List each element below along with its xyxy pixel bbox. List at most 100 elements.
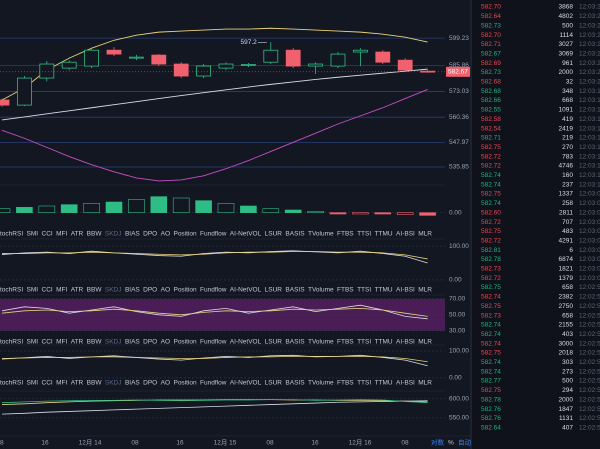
indicator-tab[interactable]: LSUR: [265, 380, 283, 387]
indicator-tab[interactable]: FTBS: [337, 287, 354, 294]
indicator-tab[interactable]: FTBS: [337, 380, 354, 387]
indicator-tab[interactable]: SKDJ: [105, 231, 122, 238]
indicator-tab[interactable]: MFI: [56, 380, 67, 387]
indicator-tab[interactable]: AO: [161, 231, 170, 238]
indicator-tab[interactable]: MLR: [418, 339, 432, 346]
indicator-tab[interactable]: MFI: [56, 339, 67, 346]
candle-body: [330, 53, 346, 67]
indicator-tab[interactable]: BIAS: [125, 380, 140, 387]
indicator-tab[interactable]: FTBS: [337, 339, 354, 346]
indicator-tab[interactable]: BIAS: [125, 287, 140, 294]
indicator-tab[interactable]: tochRSI: [0, 231, 23, 238]
indicator-tab[interactable]: Position: [173, 380, 197, 387]
axis-option[interactable]: 自动: [458, 438, 472, 447]
indicator-tab[interactable]: LSUR: [265, 339, 283, 346]
indicator-tab[interactable]: tochRSI: [0, 287, 23, 294]
indicator-tab[interactable]: BASIS: [285, 287, 305, 294]
indicator-tab[interactable]: BBW: [87, 339, 103, 346]
indicator-tab[interactable]: SKDJ: [105, 380, 122, 387]
indicator-tab[interactable]: tochRSI: [0, 339, 23, 346]
indicator-tab[interactable]: TTMU: [375, 380, 393, 387]
indicator-tab[interactable]: TTMU: [375, 287, 393, 294]
indicator-tab[interactable]: LSUR: [265, 287, 283, 294]
indicator-tab[interactable]: FTBS: [337, 231, 354, 238]
indicator-tab[interactable]: LSUR: [265, 231, 283, 238]
indicator-tab[interactable]: BASIS: [285, 339, 305, 346]
indicator-tab[interactable]: Position: [173, 339, 197, 346]
indicator-tab[interactable]: TTSI: [357, 287, 371, 294]
indicator-tab[interactable]: Fundflow: [200, 380, 227, 387]
indicator-tab[interactable]: SKDJ: [105, 339, 122, 346]
trade-price: 582.66: [481, 97, 501, 104]
indicator-tab[interactable]: TVolume: [308, 339, 334, 346]
indicator-tab[interactable]: ATR: [71, 339, 84, 346]
indicator-tab[interactable]: AI-BSI: [396, 231, 415, 238]
candle-body: [375, 51, 391, 63]
indicator-tab[interactable]: SMI: [27, 339, 39, 346]
trade-price: 582.67: [481, 50, 501, 57]
indicator-tab[interactable]: BBW: [87, 380, 103, 387]
axis-option[interactable]: 对数: [431, 438, 445, 447]
indicator-tab[interactable]: CCI: [42, 231, 53, 238]
indicator-tab[interactable]: TTMU: [375, 339, 393, 346]
indicator-tab[interactable]: TVolume: [308, 231, 334, 238]
indicator-tab[interactable]: MLR: [418, 231, 432, 238]
indicator-tab[interactable]: Fundflow: [200, 287, 227, 294]
indicator-tab[interactable]: Fundflow: [200, 231, 227, 238]
indicator-tab[interactable]: CCI: [42, 287, 53, 294]
indicator-tab[interactable]: BIAS: [125, 231, 140, 238]
indicator-tab[interactable]: SKDJ: [105, 287, 122, 294]
indicator-tab[interactable]: MLR: [418, 380, 432, 387]
indicator-tab[interactable]: MLR: [418, 287, 432, 294]
indicator-tab[interactable]: CCI: [42, 339, 53, 346]
indicator-tab[interactable]: Position: [173, 287, 197, 294]
indicator-tab[interactable]: BBW: [87, 287, 103, 294]
indicator-tab[interactable]: ATR: [71, 287, 84, 294]
trade-size: 348: [562, 88, 573, 95]
indicator-tab[interactable]: ATR: [71, 231, 84, 238]
indicator-tab[interactable]: TVolume: [308, 380, 334, 387]
indicator-tab[interactable]: DPO: [143, 287, 157, 294]
axis-option[interactable]: %: [448, 440, 454, 447]
indicator-tab[interactable]: tochRSI: [0, 380, 23, 387]
trade-size: 407: [562, 424, 573, 431]
indicator-tab[interactable]: TVolume: [308, 287, 334, 294]
indicator-tab[interactable]: TTSI: [357, 231, 371, 238]
indicator-tab[interactable]: MFI: [56, 287, 67, 294]
indicator-tab[interactable]: AO: [161, 339, 170, 346]
indicator-tab[interactable]: AI-NetVOL: [230, 380, 262, 387]
indicator-tab[interactable]: MFI: [56, 231, 67, 238]
indicator-tab[interactable]: BASIS: [285, 380, 305, 387]
indicator-tab[interactable]: AI-BSI: [396, 287, 415, 294]
trade-time: 12:02:5: [579, 396, 600, 403]
indicator-tab[interactable]: AO: [161, 287, 170, 294]
indicator-tab[interactable]: DPO: [143, 339, 157, 346]
indicator-tab[interactable]: BIAS: [125, 339, 140, 346]
trade-size: 294: [562, 387, 573, 394]
trade-size: 2000: [559, 69, 574, 76]
indicator-tab[interactable]: SMI: [27, 231, 39, 238]
indicator-tab[interactable]: AI-BSI: [396, 380, 415, 387]
indicator-tab[interactable]: CCI: [42, 380, 53, 387]
indicator-tab[interactable]: Position: [173, 231, 197, 238]
indicator-tab[interactable]: AI-NetVOL: [230, 231, 262, 238]
trade-size: 2000: [559, 396, 574, 403]
trade-price: 582.68: [481, 79, 501, 86]
indicator-tab[interactable]: AO: [161, 380, 170, 387]
indicator-tab[interactable]: TTSI: [357, 380, 371, 387]
indicator-tab[interactable]: Fundflow: [200, 339, 227, 346]
indicator-tab[interactable]: AI-NetVOL: [230, 339, 262, 346]
indicator-tab[interactable]: SMI: [27, 380, 39, 387]
indicator-tab[interactable]: TTSI: [357, 339, 371, 346]
indicator-tab[interactable]: TTMU: [375, 231, 393, 238]
indicator-tab[interactable]: BBW: [87, 231, 103, 238]
indicator-tab[interactable]: AI-BSI: [396, 339, 415, 346]
indicator-tab[interactable]: AI-NetVOL: [230, 287, 262, 294]
indicator-tab[interactable]: DPO: [143, 380, 157, 387]
indicator-tab[interactable]: BASIS: [285, 231, 305, 238]
indicator-tab[interactable]: SMI: [27, 287, 39, 294]
trade-size: 1821: [559, 266, 574, 273]
trade-size: 783: [562, 153, 573, 160]
indicator-tab[interactable]: ATR: [71, 380, 84, 387]
indicator-tab[interactable]: DPO: [143, 231, 157, 238]
